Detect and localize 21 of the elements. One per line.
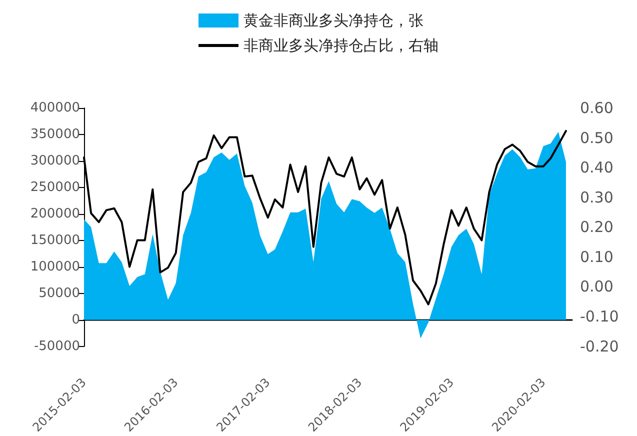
y-tick-label: 400000 [30,100,80,116]
y2-tick-label: -0.20 [580,337,619,356]
y2-tick-label: 0.60 [580,99,614,117]
y-tick-label: 50000 [38,286,80,301]
y2-tick-label: 0.50 [580,128,614,147]
y-tick-label: 200000 [30,206,80,222]
y2-tick-label: 0.20 [580,218,614,236]
y-tick-label: 0 [72,312,80,328]
y-tick-label: -50000 [34,338,80,354]
legend-label: 黄金非商业多头净持仓，张 [244,12,424,30]
y2-tick-label: 0.00 [580,278,614,296]
y2-tick-label: -0.10 [580,308,619,326]
y-tick-label: 100000 [30,259,80,274]
y-tick-label: 350000 [30,126,80,142]
y-tick-label: 150000 [30,232,80,248]
legend-label: 非商业多头净持仓占比，右轴 [244,36,438,54]
y2-tick-label: 0.30 [580,188,614,206]
y-tick-label: 300000 [30,153,80,168]
y2-tick-label: 0.40 [580,158,614,177]
y2-tick-label: 0.10 [580,248,614,266]
y-tick-label: 250000 [30,180,80,195]
